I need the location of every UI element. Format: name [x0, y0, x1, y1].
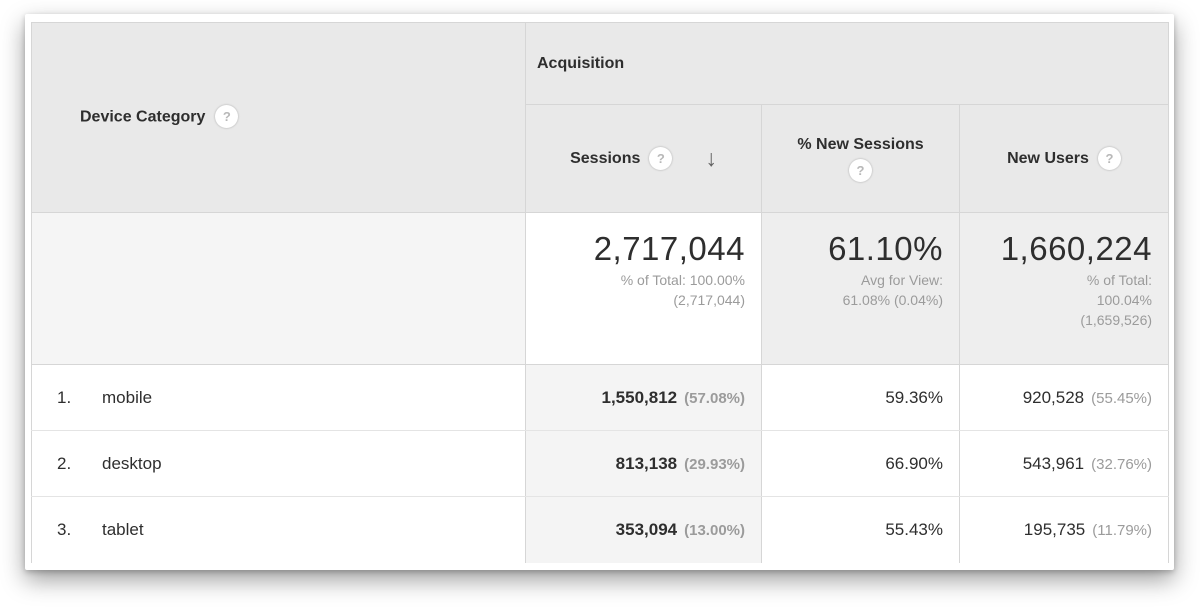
sessions-cell: 1,550,812 (57.08%) [525, 364, 762, 431]
help-icon[interactable]: ? [215, 105, 239, 128]
summary-dimension-cell [31, 212, 526, 365]
new-users-share: (32.76%) [1091, 455, 1153, 473]
sessions-cell: 353,094 (13.00%) [525, 496, 762, 563]
summary-sessions-cell: 2,717,044 % of Total: 100.00% (2,717,044… [525, 212, 762, 365]
new-sessions-value: 55.43% [885, 519, 943, 539]
device-link-tablet[interactable]: tablet [102, 519, 144, 539]
new-users-cell: 543,961 (32.76%) [958, 430, 1169, 497]
new-sessions-value: 59.36% [885, 387, 943, 407]
new-sessions-cell: 59.36% [761, 364, 960, 431]
column-header-sessions-label: Sessions [570, 149, 641, 167]
row-rank: 2. [57, 453, 72, 473]
dimension-cell: 2. desktop [31, 430, 526, 497]
sessions-share: (57.08%) [684, 389, 745, 407]
new-users-cell: 920,528 (55.45%) [958, 364, 1169, 431]
device-category-table: Device Category? Acquisition Sessions ? … [31, 22, 1170, 563]
row-rank: 1. [57, 387, 72, 407]
sessions-value: 353,094 [615, 519, 678, 539]
help-icon[interactable]: ? [849, 158, 872, 182]
new-users-cell: 195,735 (11.79%) [958, 496, 1169, 563]
new-sessions-cell: 55.43% [761, 496, 960, 563]
new-users-value: 543,961 [1022, 453, 1085, 473]
summary-new-users-value: 1,660,224 [1000, 230, 1153, 267]
row-rank: 3. [57, 519, 72, 539]
new-users-value: 920,528 [1022, 387, 1085, 407]
table-row-tablet: 3. tablet 353,094 (13.00%) 55.43% 195,735 (… [31, 496, 1169, 563]
sort-descending-icon: ↓ [705, 145, 717, 171]
column-header-sessions[interactable]: Sessions ? ↓ [525, 104, 762, 213]
summary-new-users-cell: 1,660,224 % of Total: 100.04% (1,659,526… [958, 212, 1169, 365]
new-users-share: (55.45%) [1091, 389, 1153, 407]
summary-new-users-subtext: % of Total: 100.04% (1,659,526) [1080, 271, 1153, 328]
sessions-value: 813,138 [615, 453, 678, 473]
device-link-mobile[interactable]: mobile [102, 387, 153, 407]
dimension-header-label: Device Category [80, 108, 206, 126]
new-sessions-cell: 66.90% [761, 430, 960, 497]
column-header-new-users[interactable]: New Users ? [958, 104, 1169, 213]
table-row-mobile: 1. mobile 1,550,812 (57.08%) 59.36% 920,52… [31, 364, 1169, 431]
sessions-cell: 813,138 (29.93%) [525, 430, 762, 497]
summary-sessions-subtext: % of Total: 100.00% (2,717,044) [620, 271, 745, 308]
summary-new-sessions-cell: 61.10% Avg for View: 61.08% (0.04%) [761, 212, 960, 365]
column-header-new-sessions-label: % New Sessions [797, 135, 924, 153]
dimension-cell: 3. tablet [31, 496, 526, 563]
dimension-header-device-category[interactable]: Device Category? [31, 22, 526, 213]
sessions-share: (29.93%) [684, 455, 745, 473]
summary-new-sessions-subtext: Avg for View: 61.08% (0.04%) [842, 271, 943, 308]
device-link-desktop[interactable]: desktop [102, 453, 162, 473]
new-users-share: (11.79%) [1092, 521, 1153, 539]
group-header-acquisition: Acquisition [524, 22, 1169, 105]
summary-new-sessions-value: 61.10% [828, 230, 943, 267]
column-header-new-users-label: New Users [1007, 149, 1089, 167]
new-users-value: 195,735 [1023, 519, 1086, 539]
report-table-card: Device Category? Acquisition Sessions ? … [25, 14, 1174, 570]
sessions-value: 1,550,812 [601, 387, 678, 407]
table-row-desktop: 2. desktop 813,138 (29.93%) 66.90% 543,961… [31, 430, 1169, 497]
summary-sessions-value: 2,717,044 [593, 230, 745, 267]
dimension-cell: 1. mobile [31, 364, 526, 431]
new-sessions-value: 66.90% [885, 453, 943, 473]
sessions-share: (13.00%) [684, 521, 745, 539]
help-icon[interactable]: ? [649, 147, 673, 170]
help-icon[interactable]: ? [1097, 147, 1121, 170]
group-header-label: Acquisition [537, 54, 625, 72]
column-header-new-sessions[interactable]: % New Sessions ? [761, 104, 960, 213]
